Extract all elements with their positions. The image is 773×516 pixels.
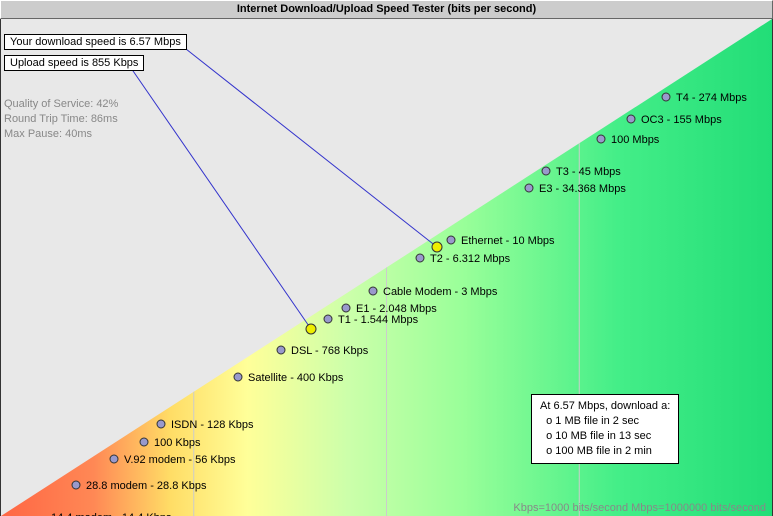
upload-callout: Upload speed is 855 Kbps [4, 55, 144, 71]
chart-area: 14.4 modem - 14.4 Kbps 28.8 modem - 28.8 … [0, 19, 773, 516]
svg-text:ISDN - 128 Kbps: ISDN - 128 Kbps [171, 419, 254, 431]
download-callout: Your download speed is 6.57 Mbps [4, 34, 187, 50]
svg-text:100 Mbps: 100 Mbps [611, 134, 660, 146]
upload-callout-text: Upload speed is 855 Kbps [10, 57, 138, 69]
svg-text:T1 - 1.544 Mbps: T1 - 1.544 Mbps [338, 314, 419, 326]
svg-text:E1 - 2.048 Mbps: E1 - 2.048 Mbps [356, 303, 437, 315]
title-bar: Internet Download/Upload Speed Tester (b… [0, 0, 773, 19]
svg-text:T4 - 274 Mbps: T4 - 274 Mbps [676, 92, 747, 104]
svg-text:T3 - 45 Mbps: T3 - 45 Mbps [556, 166, 621, 178]
info-box-item: o 100 MB file in 2 min [540, 444, 670, 459]
svg-text:Satellite - 400 Kbps: Satellite - 400 Kbps [248, 372, 344, 384]
svg-text:28.8 modem - 28.8 Kbps: 28.8 modem - 28.8 Kbps [86, 480, 207, 492]
svg-text:V.92 modem - 56 Kbps: V.92 modem - 56 Kbps [124, 454, 236, 466]
svg-text:14.4 modem - 14.4 Kbps: 14.4 modem - 14.4 Kbps [51, 512, 172, 516]
svg-text:T2 - 6.312 Mbps: T2 - 6.312 Mbps [430, 253, 511, 265]
qos-line: Max Pause: 40ms [4, 127, 118, 142]
qos-line: Round Trip Time: 86ms [4, 112, 118, 127]
title-text: Internet Download/Upload Speed Tester (b… [237, 3, 536, 15]
qos-line: Quality of Service: 42% [4, 97, 118, 112]
svg-text:100 Kbps: 100 Kbps [154, 437, 201, 449]
info-box-item: o 1 MB file in 2 sec [540, 414, 670, 429]
download-callout-text: Your download speed is 6.57 Mbps [10, 36, 181, 48]
svg-text:OC3 - 155 Mbps: OC3 - 155 Mbps [641, 114, 722, 126]
svg-text:Ethernet - 10 Mbps: Ethernet - 10 Mbps [461, 235, 555, 247]
qos-box: Quality of Service: 42% Round Trip Time:… [4, 97, 118, 142]
svg-text:E3 - 34.368 Mbps: E3 - 34.368 Mbps [539, 183, 626, 195]
footer-note: Kbps=1000 bits/second Mbps=1000000 bits/… [513, 502, 766, 514]
svg-text:DSL - 768 Kbps: DSL - 768 Kbps [291, 345, 369, 357]
svg-text:Cable Modem - 3 Mbps: Cable Modem - 3 Mbps [383, 286, 498, 298]
info-box-item: o 10 MB file in 13 sec [540, 429, 670, 444]
info-box: At 6.57 Mbps, download a: o 1 MB file in… [531, 394, 679, 464]
info-box-header: At 6.57 Mbps, download a: [540, 399, 670, 414]
